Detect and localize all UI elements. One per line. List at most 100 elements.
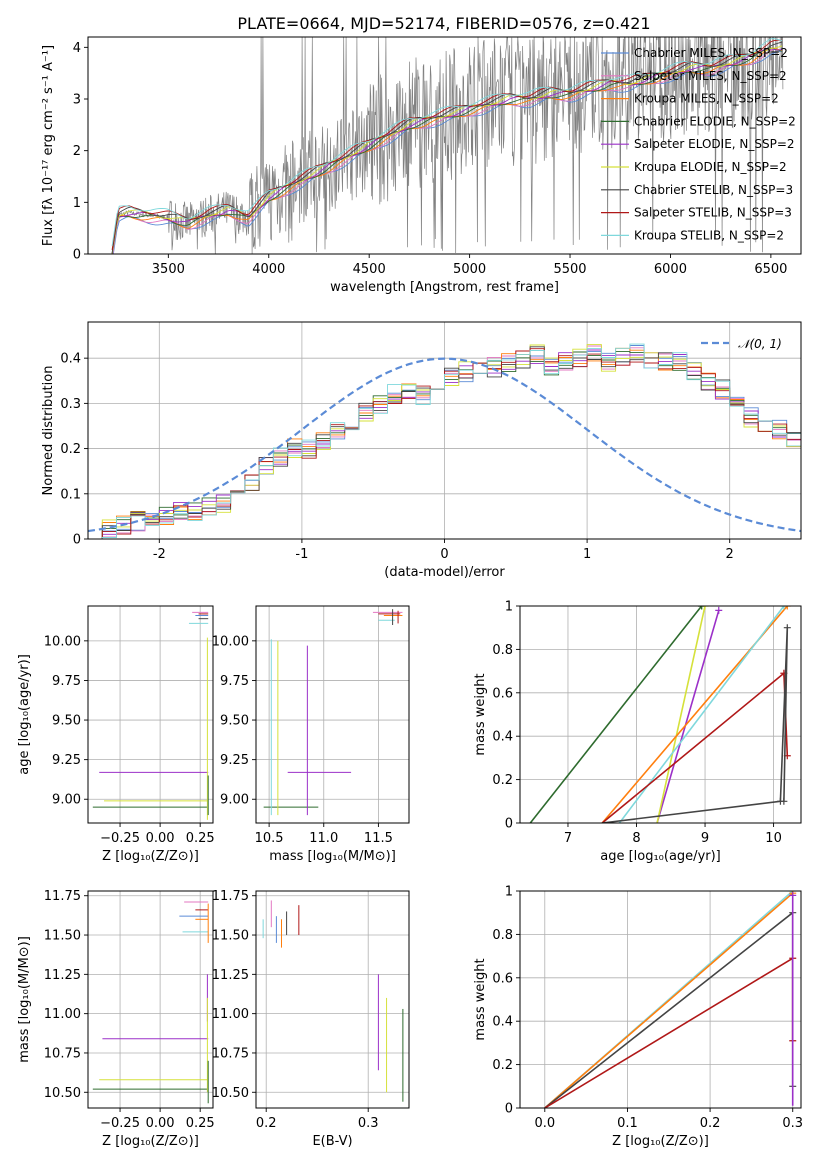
ssp-marker [783, 606, 791, 610]
age-vs-mass-panel: 10.5 11.0 11.5 9.00 9.25 9.50 9.75 10.00 mass [l… [212, 605, 410, 864]
y-axis-label: Normed distribution [41, 366, 56, 496]
mass-weight-line [656, 606, 706, 823]
axes-frame [255, 890, 410, 1109]
ssp-marker [698, 606, 706, 610]
y-tick-label: 0 [505, 817, 513, 832]
y-tick-label: 9.75 [220, 674, 249, 689]
x-tick-label: 0.3 [358, 1116, 379, 1131]
x-axis-label: Z [log₁₀(Z/Z⊙)] [102, 849, 199, 864]
axes: 10.5 11.0 11.5 9.00 9.25 9.50 9.75 10.00 mass [l… [212, 605, 410, 864]
x-tick-label: 10 [765, 831, 782, 846]
x-axis-label: wavelength [Angstrom, rest frame] [330, 280, 559, 295]
mass-weight-line [656, 610, 720, 823]
x-tick-label: 11.5 [364, 831, 393, 846]
x-axis-label: Z [log₁₀(Z/Z⊙)] [612, 1134, 709, 1149]
gaussian-legend-label: 𝒩(0, 1) [738, 337, 782, 351]
massweight-vs-age-panel: 7 8 9 10 0 0.2 0.4 0.6 0.8 1 age [log₁₀(age/yr)] ma… [473, 600, 802, 864]
model-line [111, 45, 783, 254]
y-tick-label: 10.50 [44, 1086, 81, 1101]
y-tick-label: 10.00 [44, 634, 81, 649]
y-tick-label: 11.25 [44, 968, 81, 983]
y-tick-label: 2 [73, 144, 81, 159]
y-tick-label: 11.75 [44, 889, 81, 904]
x-tick-label: −0.25 [100, 831, 140, 846]
ssp-marker [783, 624, 791, 632]
y-tick-label: 9.00 [220, 793, 249, 808]
axes-frame [519, 605, 802, 824]
legend-entry: Kroupa ELODIE, N_SSP=2 [634, 160, 787, 174]
y-tick-label: 0.2 [492, 1058, 513, 1073]
grid [256, 606, 409, 823]
x-tick-label: 4000 [252, 262, 285, 277]
x-tick-label: -1 [295, 547, 308, 562]
mass-weight-line [529, 606, 703, 823]
y-tick-label: 0 [73, 248, 81, 263]
x-tick-label: −0.25 [100, 1116, 140, 1131]
ssp-marker [780, 797, 788, 805]
spectrum-panel: 3500 4000 4500 5000 5500 6000 6500 0 1 2 3 4 wavelen… [41, 36, 802, 295]
plot-area [92, 901, 209, 1104]
axes-frame [519, 890, 802, 1109]
legend-entry: Kroupa MILES, N_SSP=2 [634, 92, 779, 106]
y-axis-label: mass [log₁₀(M/M⊙)] [17, 936, 32, 1063]
y-tick-label: 11.25 [212, 968, 249, 983]
y-tick-label: 11.50 [44, 929, 81, 944]
y-axis-label: age [log₁₀(age/yr)] [17, 654, 32, 775]
x-tick-label: 6500 [754, 262, 787, 277]
x-axis-label: age [log₁₀(age/yr)] [600, 849, 721, 864]
plot-area [92, 611, 209, 820]
x-tick-label: 3500 [152, 262, 185, 277]
mass-vs-metallicity-panel: −0.25 0.00 0.25 10.50 10.75 11.00 11.25 11.50 11… [17, 889, 215, 1149]
axes-frame [87, 605, 214, 824]
y-tick-label: 10.50 [212, 1086, 249, 1101]
y-tick-label: 10.00 [212, 634, 249, 649]
axes: 0.2 0.3 10.50 10.75 11.00 11.25 11.50 11.75 E(B-… [212, 889, 410, 1149]
x-axis-label: (data-model)/error [384, 565, 505, 580]
axes: 3500 4000 4500 5000 5500 6000 6500 0 1 2 3 4 wavelen… [41, 36, 802, 295]
x-tick-label: 4500 [353, 262, 386, 277]
y-axis-label: Flux [fλ 10⁻¹⁷ erg cm⁻² s⁻¹ A⁻¹] [41, 45, 56, 246]
x-tick-label: 5500 [553, 262, 586, 277]
y-tick-label: 0.8 [492, 928, 513, 943]
mass-weight-line [618, 606, 785, 823]
x-tick-label: -2 [153, 547, 166, 562]
plot-area [88, 343, 801, 539]
legend-entry: Kroupa STELIB, N_SSP=2 [634, 228, 784, 242]
x-tick-label: 7 [564, 831, 572, 846]
y-tick-label: 9.50 [52, 714, 81, 729]
mass-weight-line [602, 627, 789, 823]
x-axis-label: Z [log₁₀(Z/Z⊙)] [102, 1134, 199, 1149]
axes-frame [87, 890, 214, 1109]
observed-spectrum-line [113, 37, 784, 254]
axes-frame [87, 36, 802, 255]
axes-frame [255, 605, 410, 824]
axes: −0.25 0.00 0.25 9.00 9.25 9.50 9.75 10.00 Z [log… [17, 605, 215, 864]
x-tick-label: 0.2 [256, 1116, 277, 1131]
x-tick-label: 0.00 [146, 831, 175, 846]
ssp-marker [701, 606, 709, 610]
x-tick-label: 0.25 [186, 831, 215, 846]
y-tick-label: 0.3 [60, 397, 81, 412]
mass-weight-line [544, 956, 794, 1108]
y-tick-label: 11.00 [44, 1007, 81, 1022]
x-tick-label: 0.00 [146, 1116, 175, 1131]
legend-entry: Salpeter ELODIE, N_SSP=2 [634, 137, 795, 151]
mass-weight-line [544, 892, 794, 1108]
y-tick-label: 11.75 [212, 889, 249, 904]
y-tick-label: 9.00 [52, 793, 81, 808]
y-tick-label: 1 [73, 196, 81, 211]
legend-entry: Chabrier ELODIE, N_SSP=2 [634, 114, 796, 128]
axes: 7 8 9 10 0 0.2 0.4 0.6 0.8 1 age [log₁₀(age/yr)] ma… [473, 600, 802, 864]
y-tick-label: 0.1 [60, 487, 81, 502]
y-axis-label: mass weight [473, 958, 488, 1040]
y-axis-label: mass weight [473, 673, 488, 755]
grid [88, 891, 213, 1108]
y-tick-label: 0.4 [492, 1015, 513, 1030]
x-tick-label: 0 [440, 547, 448, 562]
plot-area [544, 891, 797, 1108]
y-tick-label: 1 [505, 600, 513, 615]
age-vs-metallicity-panel: −0.25 0.00 0.25 9.00 9.25 9.50 9.75 10.00 Z [log… [17, 605, 215, 864]
y-tick-label: 1 [505, 885, 513, 900]
residuals-panel: -2 -1 0 1 2 0 0.1 0.2 0.3 0.4 (data-model)/error No… [41, 321, 802, 580]
